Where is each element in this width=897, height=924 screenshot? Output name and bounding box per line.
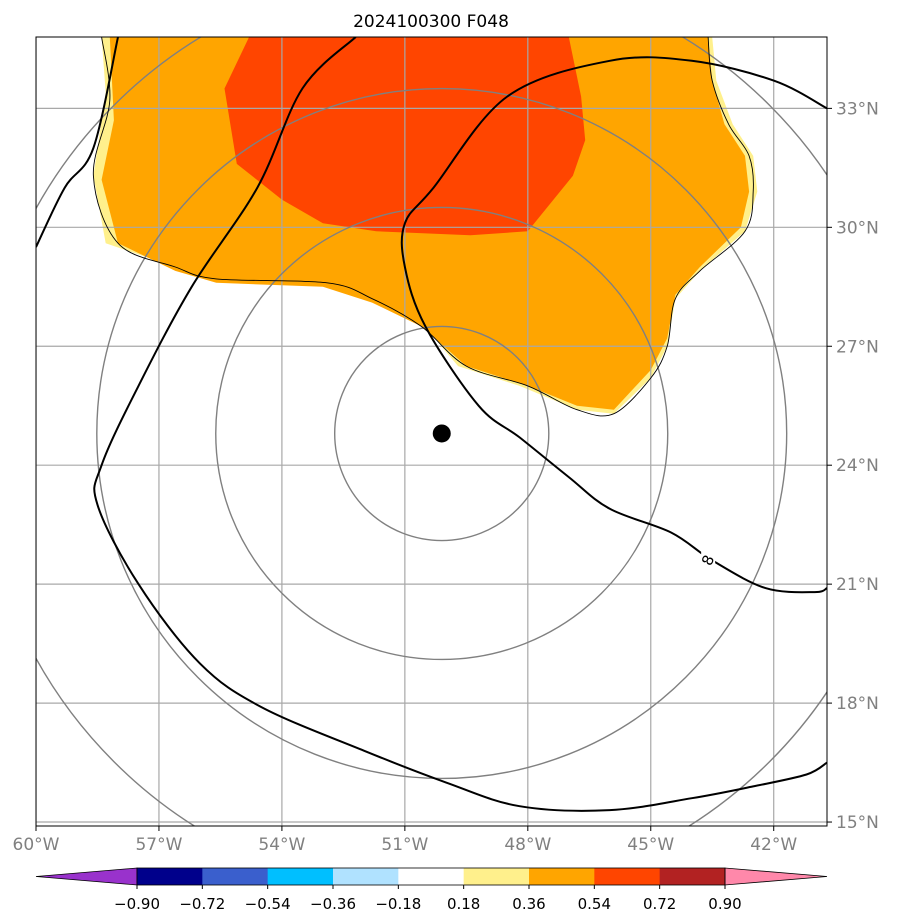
- colorbar-bin-1: [202, 868, 269, 885]
- center-marker-group: [432, 424, 451, 443]
- y-tick-label-5: 30°N: [836, 218, 879, 238]
- contour-line-a: [36, 37, 119, 248]
- x-tick-label-4: 48°W: [504, 835, 551, 855]
- colorbar-extend-low: [35, 867, 138, 886]
- range-rings: [36, 37, 827, 826]
- filled-contours: [93, 37, 758, 414]
- colorbar-tick-label-3: −0.36: [310, 895, 356, 913]
- colorbar-bin-5: [463, 868, 530, 885]
- y-tick-label-6: 33°N: [836, 99, 879, 119]
- x-tick-label-5: 45°W: [627, 835, 674, 855]
- y-tick-label-4: 27°N: [836, 337, 879, 357]
- colorbar-tick-label-9: 0.90: [708, 895, 741, 913]
- contour-label-bg: [701, 551, 716, 568]
- map-plot-area: 8: [36, 37, 827, 826]
- colorbar-tick-label-7: 0.54: [578, 895, 611, 913]
- colorbar-bin-2: [267, 868, 334, 885]
- y-tick-label-1: 18°N: [836, 694, 879, 714]
- x-tick-label-1: 57°W: [135, 835, 182, 855]
- x-tick-label-6: 42°W: [750, 835, 797, 855]
- colorbar-tick-label-2: −0.54: [245, 895, 291, 913]
- colorbar: −0.90 −0.72 −0.54 −0.36 −0.18 0.18 0.36 0.54 0.7…: [35, 867, 828, 913]
- colorbar-bin-7: [594, 868, 661, 885]
- x-tick-label-2: 54°W: [258, 835, 305, 855]
- range-ring-0: [333, 325, 550, 542]
- contour-line-d: [92, 37, 754, 417]
- colorbar-bin-6: [529, 868, 595, 885]
- range-ring-1: [215, 206, 669, 661]
- y-axis-ticks: 15°N 18°N 21°N 24°N 27°N 30°N 33°N: [827, 99, 879, 833]
- colorbar-bin-4: [398, 868, 465, 885]
- colorbar-extend-high: [724, 867, 828, 886]
- y-tick-label-0: 15°N: [836, 813, 879, 833]
- colorbar-tick-label-5: 0.18: [447, 895, 480, 913]
- map-frame: [35, 36, 828, 827]
- y-tick-label-2: 21°N: [836, 575, 879, 595]
- contour-line-b: [93, 37, 827, 812]
- range-ring-2: [96, 87, 788, 780]
- colorbar-tick-label-6: 0.36: [512, 895, 545, 913]
- y-tick-label-3: 24°N: [836, 456, 879, 476]
- x-axis-ticks: 60°W 57°W 54°W 51°W 48°W 45°W 42°W: [13, 826, 797, 855]
- colorbar-tick-label-8: 0.72: [643, 895, 676, 913]
- colorbar-bin-8: [659, 868, 726, 885]
- x-tick-label-0: 60°W: [13, 835, 60, 855]
- colorbar-frame: [136, 867, 726, 886]
- colorbar-tick-label-1: −0.72: [179, 895, 225, 913]
- colorbar-bin-3: [333, 868, 399, 885]
- colorbar-bin-0: [137, 868, 203, 885]
- center-marker-dot: [432, 424, 451, 443]
- chart-title: 2024100300 F048: [353, 12, 509, 32]
- x-tick-label-3: 51°W: [381, 835, 428, 855]
- colorbar-tick-label-0: −0.90: [114, 895, 160, 913]
- colorbar-tick-label-4: −0.18: [375, 895, 421, 913]
- contour-lines: 8: [36, 37, 827, 812]
